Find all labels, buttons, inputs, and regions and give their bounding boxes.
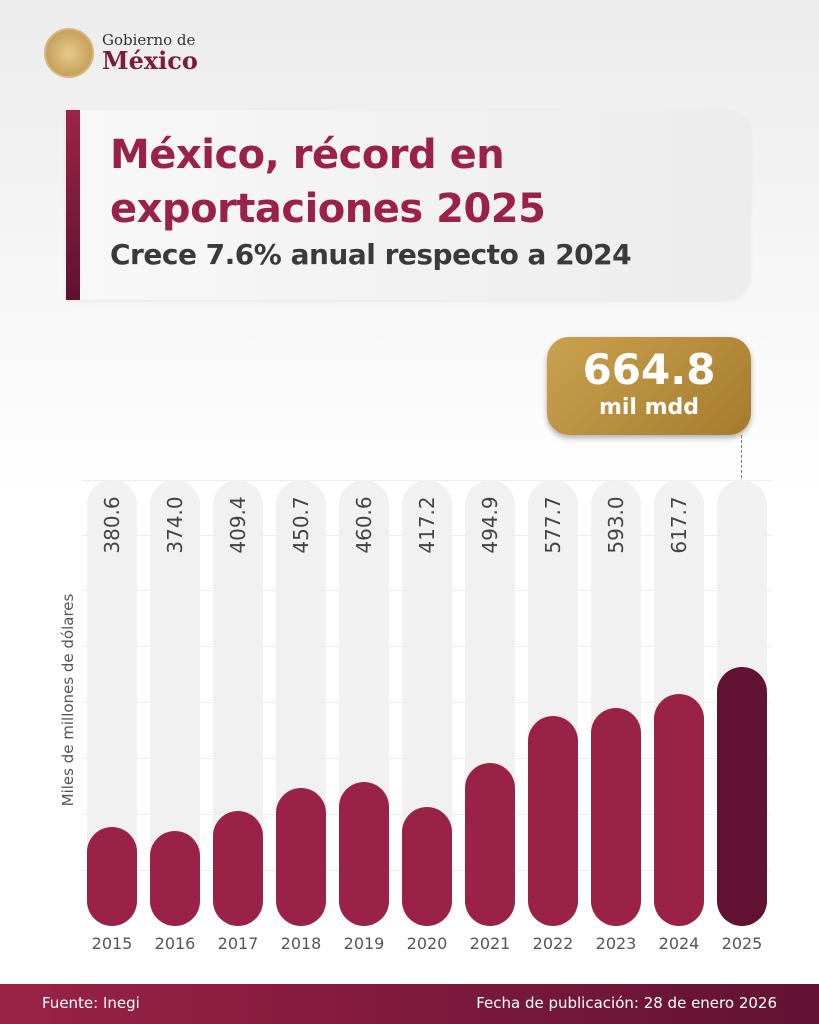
x-tick-label: 2017 xyxy=(217,934,259,953)
x-tick-label: 2020 xyxy=(406,934,448,953)
bar-2017 xyxy=(213,810,263,926)
footer: Fuente: Inegi Fecha de publicación: 28 d… xyxy=(0,984,819,1024)
bar-2023 xyxy=(591,707,641,926)
value-label-text: 577.7 xyxy=(541,496,565,554)
value-label: 409.4 xyxy=(213,490,263,560)
bar-2024 xyxy=(654,693,704,926)
callout-unit: mil mdd xyxy=(598,395,700,420)
bar-2021 xyxy=(465,762,515,926)
bar-2019 xyxy=(339,782,389,926)
logo-line2: México xyxy=(102,46,198,75)
x-tick-label: 2021 xyxy=(469,934,511,953)
publication-date: Fecha de publicación: 28 de enero 2026 xyxy=(476,994,777,1012)
coat-of-arms-icon xyxy=(44,28,94,78)
value-label-text: 417.2 xyxy=(415,496,439,554)
value-label-text: 617.7 xyxy=(667,496,691,554)
bar-2015 xyxy=(87,827,137,926)
value-label-text: 374.0 xyxy=(163,496,187,554)
bar-2018 xyxy=(276,787,326,926)
gobierno-logo: Gobierno de México xyxy=(44,28,198,78)
bar-2022 xyxy=(528,716,578,926)
value-label: 417.2 xyxy=(402,490,452,560)
value-label-text: 460.6 xyxy=(352,496,376,554)
value-label-text: 380.6 xyxy=(100,496,124,554)
bar-2025 xyxy=(717,667,767,926)
y-axis-label: Miles de millones de dólares xyxy=(59,593,77,807)
x-tick-label: 2019 xyxy=(343,934,385,953)
callout-value: 664.8 xyxy=(582,345,716,394)
value-label-text: 409.4 xyxy=(226,496,250,554)
value-label: 577.7 xyxy=(528,490,578,560)
bar-2016 xyxy=(150,830,200,926)
page-title: México, récord en exportaciones 2025 xyxy=(110,132,546,232)
bar-2020 xyxy=(402,806,452,926)
x-tick-label: 2015 xyxy=(91,934,133,953)
x-tick-label: 2022 xyxy=(532,934,574,953)
value-label: 460.6 xyxy=(339,490,389,560)
value-label-text: 494.9 xyxy=(478,496,502,554)
value-label-text: 593.0 xyxy=(604,496,628,554)
x-tick-label: 2018 xyxy=(280,934,322,953)
source-text: Fuente: Inegi xyxy=(42,994,140,1012)
logo-line1: Gobierno de xyxy=(102,31,196,49)
x-tick-label: 2025 xyxy=(721,934,763,953)
value-label-text: 450.7 xyxy=(289,496,313,554)
value-label: 494.9 xyxy=(465,490,515,560)
value-label: 593.0 xyxy=(591,490,641,560)
page-subtitle: Crece 7.6% anual respecto a 2024 xyxy=(110,238,632,271)
x-tick-label: 2016 xyxy=(154,934,196,953)
title-card: México, récord en exportaciones 2025 Cre… xyxy=(66,110,750,300)
x-tick-label: 2024 xyxy=(658,934,700,953)
value-label: 617.7 xyxy=(654,490,704,560)
accent-stripe xyxy=(66,110,80,300)
highlight-callout: 664.8 mil mdd xyxy=(547,337,751,435)
value-label xyxy=(717,490,767,560)
x-tick-label: 2023 xyxy=(595,934,637,953)
value-label: 374.0 xyxy=(150,490,200,560)
value-label: 380.6 xyxy=(87,490,137,560)
value-label: 450.7 xyxy=(276,490,326,560)
